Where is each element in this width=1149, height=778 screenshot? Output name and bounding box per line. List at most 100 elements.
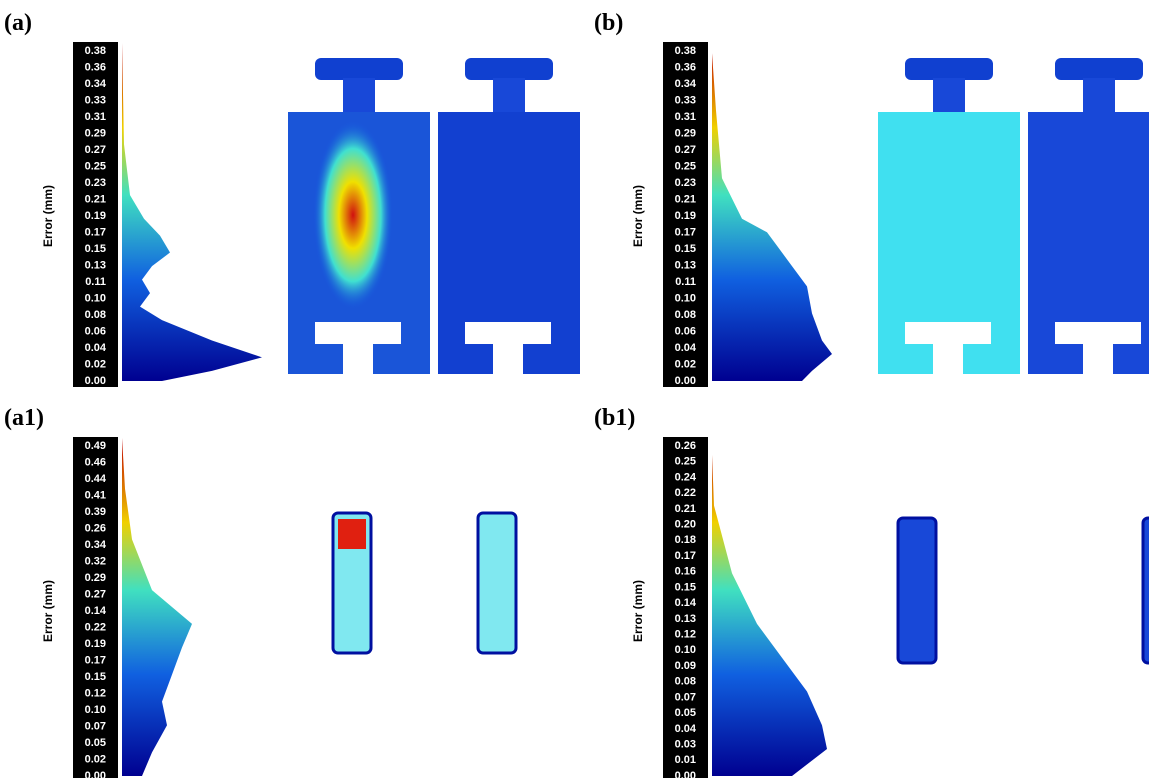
specimen-neck [933, 78, 965, 112]
tick-label: 0.18 [675, 534, 696, 546]
tick-label: 0.03 [675, 738, 696, 750]
tick-label: 0.11 [85, 276, 106, 288]
tick-label: 0.19 [675, 210, 696, 222]
panel: (b)0.380.360.340.330.310.290.270.250.230… [594, 10, 1149, 387]
specimen-notch [933, 340, 963, 376]
tick-label: 0.12 [675, 628, 696, 640]
panel: (a1)0.490.460.440.410.390.260.340.320.29… [4, 405, 516, 778]
tick-label: 0.15 [85, 243, 106, 255]
tick-label: 0.15 [675, 243, 696, 255]
specimen-cap [315, 58, 403, 80]
tick-label: 0.26 [85, 522, 106, 534]
tick-label: 0.02 [85, 753, 106, 765]
tick-label: 0.05 [675, 707, 696, 719]
tick-label: 0.07 [85, 720, 106, 732]
panel-label: (a) [4, 10, 32, 36]
tick-label: 0.21 [85, 193, 106, 205]
specimen-body [438, 112, 580, 317]
tick-label: 0.23 [85, 177, 106, 189]
tick-label: 0.04 [675, 342, 697, 354]
tick-label: 0.29 [675, 127, 696, 139]
tick-label: 0.25 [675, 456, 696, 468]
tick-label: 0.07 [675, 691, 696, 703]
specimen-notch [493, 340, 523, 376]
tick-label: 0.38 [675, 45, 696, 57]
figure: (a) 0.38 0.36 0.34 0.33 0.31 0.29 0.27 0.25 0.23 0… [0, 0, 1149, 778]
tick-label: 0.13 [675, 613, 696, 625]
tick-label: 0.27 [675, 144, 696, 156]
specimen-cap [905, 58, 993, 80]
tick-label: 0.36 [675, 61, 696, 73]
tick-label: 0.14 [85, 605, 107, 617]
hot-spot [313, 120, 393, 310]
specimen-cap [465, 58, 553, 80]
tick-label: 0.36 [85, 61, 106, 73]
tick-label: 0.10 [675, 644, 696, 656]
specimen-body [878, 112, 1020, 317]
tick-label: 0.10 [85, 292, 106, 304]
tick-label: 0.33 [675, 94, 696, 106]
histogram [712, 43, 832, 381]
tick-label: 0.17 [675, 226, 696, 238]
tick-label: 0.12 [85, 687, 106, 699]
panel-label: (a1) [4, 405, 44, 431]
tick-label: 0.02 [85, 358, 106, 370]
tick-label: 0.21 [675, 193, 696, 205]
specimen-neck [343, 78, 375, 112]
tick-label: 0.27 [85, 144, 106, 156]
histogram [122, 43, 262, 381]
histogram [712, 438, 827, 776]
panel: (b1)0.260.250.240.220.210.200.180.170.16… [594, 405, 1149, 778]
specimen-neck [493, 78, 525, 112]
hot-spot [338, 519, 366, 549]
tick-label: 0.08 [85, 309, 106, 321]
tick-label: 0.41 [85, 489, 106, 501]
tick-label: 0.04 [675, 723, 697, 735]
specimen-notch [1083, 340, 1113, 376]
tick-label: 0.22 [85, 621, 106, 633]
axis-label: Error (mm) [631, 580, 645, 642]
specimen [478, 513, 516, 653]
tick-label: 0.10 [675, 292, 696, 304]
tick-label: 0.29 [85, 572, 106, 584]
tick-label: 0.15 [85, 671, 106, 683]
tick-label: 0.00 [85, 375, 106, 387]
tick-label: 0.00 [675, 375, 696, 387]
tick-label: 0.21 [675, 503, 696, 515]
tick-label: 0.08 [675, 676, 696, 688]
tick-label: 0.17 [85, 654, 106, 666]
tick-label: 0.15 [675, 581, 696, 593]
tick-label: 0.19 [85, 210, 106, 222]
tick-label: 0.33 [85, 94, 106, 106]
tick-label: 0.13 [85, 259, 106, 271]
specimen-neck [1083, 78, 1115, 112]
tick-label: 0.34 [85, 78, 107, 90]
tick-label: 0.20 [675, 518, 696, 530]
tick-label: 0.29 [85, 127, 106, 139]
tick-label: 0.09 [675, 660, 696, 672]
tick-label: 0.22 [675, 487, 696, 499]
tick-label: 0.25 [85, 160, 106, 172]
tick-label: 0.31 [675, 111, 696, 123]
axis-label: Error (mm) [631, 185, 645, 247]
panel-label: (b1) [594, 405, 635, 431]
tick-label: 0.23 [675, 177, 696, 189]
tick-label: 0.25 [675, 160, 696, 172]
tick-label: 0.24 [675, 471, 697, 483]
specimen-cap [1055, 58, 1143, 80]
tick-label: 0.08 [675, 309, 696, 321]
specimen-notch [343, 340, 373, 376]
specimen-body [1028, 112, 1149, 317]
tick-label: 0.01 [675, 754, 696, 766]
panel-label: (b) [594, 10, 623, 36]
tick-label: 0.49 [85, 440, 106, 452]
specimen [898, 518, 936, 663]
tick-label: 0.06 [675, 325, 696, 337]
axis-label: Error (mm) [41, 580, 55, 642]
tick-label: 0.11 [675, 276, 696, 288]
tick-label: 0.16 [675, 566, 696, 578]
tick-label: 0.31 [85, 111, 106, 123]
tick-label: 0.02 [675, 358, 696, 370]
tick-label: 0.10 [85, 704, 106, 716]
tick-label: 0.39 [85, 506, 106, 518]
